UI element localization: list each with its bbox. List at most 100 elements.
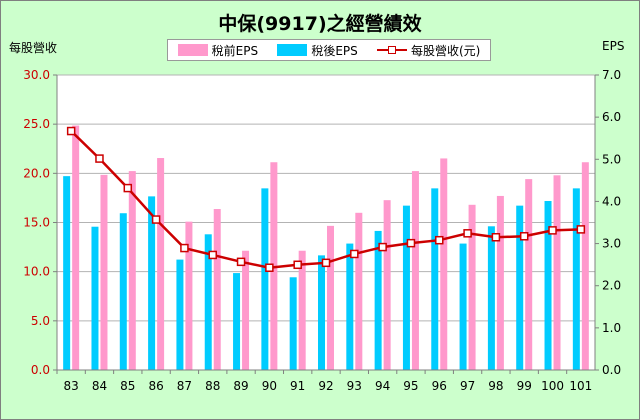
bar-aftertax-eps: [459, 243, 467, 370]
x-tick-label: 92: [318, 379, 333, 393]
marker-revenue-per-share: [491, 233, 501, 242]
marker-revenue-per-share: [463, 229, 472, 238]
right-tick-label: 6.0: [602, 110, 621, 124]
left-tick-label: 15.0: [23, 216, 50, 230]
bar-pretax-eps: [213, 209, 221, 370]
bar-aftertax-eps: [119, 213, 127, 370]
x-tick-label: 97: [460, 379, 475, 393]
bar-aftertax-eps: [63, 176, 71, 370]
right-tick-label: 5.0: [602, 152, 621, 166]
right-tick-label: 7.0: [602, 68, 621, 82]
bar-pretax-eps: [298, 250, 306, 370]
x-tick-label: 98: [488, 379, 503, 393]
bar-aftertax-eps: [431, 188, 439, 370]
x-tick-label: 101: [569, 379, 592, 393]
legend-item-pretax-eps: 稅前EPS: [177, 42, 259, 59]
bar-pretax-eps: [581, 162, 589, 370]
marker-revenue-per-share: [519, 232, 529, 241]
bar-aftertax-eps: [176, 259, 184, 370]
x-tick-label: 85: [120, 379, 135, 393]
left-tick-label: 25.0: [23, 117, 50, 131]
x-tick-label: 95: [403, 379, 418, 393]
left-axis-title: 每股營收: [9, 41, 58, 55]
bar-pretax-eps: [440, 158, 448, 370]
bar-aftertax-eps: [233, 273, 241, 370]
bar-aftertax-eps: [516, 205, 524, 370]
legend-label-revenue-per-share: 每股營收(元): [411, 43, 481, 58]
bar-pretax-eps: [355, 212, 363, 370]
marker-revenue-per-share: [208, 250, 217, 260]
right-tick-label: 3.0: [602, 237, 621, 251]
marker-revenue-per-share: [95, 154, 104, 163]
x-tick-label: 89: [233, 379, 248, 393]
marker-revenue-per-share: [406, 238, 416, 248]
bar-aftertax-eps: [261, 188, 269, 370]
bar-aftertax-eps: [374, 230, 382, 370]
legend-swatch-pretax-eps: [177, 44, 208, 56]
x-tick-label: 96: [432, 379, 447, 393]
bar-aftertax-eps: [572, 188, 580, 370]
bar-pretax-eps: [185, 221, 193, 370]
left-tick-label: 0.0: [31, 363, 50, 377]
x-tick-label: 94: [375, 379, 390, 393]
marker-revenue-per-share: [321, 258, 331, 268]
bar-pretax-eps: [72, 125, 80, 370]
bar-aftertax-eps: [91, 226, 99, 370]
marker-revenue-per-share: [180, 243, 189, 253]
bar-aftertax-eps: [544, 201, 552, 370]
bar-aftertax-eps: [402, 205, 410, 370]
marker-revenue-per-share: [435, 235, 444, 245]
marker-revenue-per-share: [151, 215, 161, 224]
bar-pretax-eps: [157, 158, 165, 370]
x-tick-label: 93: [347, 379, 362, 393]
chart-title: 中保(9917)之經營績效: [218, 13, 422, 35]
left-tick-label: 20.0: [23, 166, 50, 180]
x-tick-label: 87: [177, 379, 192, 393]
bar-pretax-eps: [128, 171, 136, 370]
marker-revenue-per-share: [66, 126, 76, 136]
bar-pretax-eps: [242, 250, 250, 370]
legend-item-revenue-per-share: 每股營收(元): [377, 42, 480, 59]
marker-revenue-per-share: [123, 183, 133, 193]
bar-aftertax-eps: [148, 196, 156, 370]
right-tick-label: 4.0: [602, 194, 621, 208]
bar-pretax-eps: [525, 179, 533, 370]
marker-revenue-per-share: [548, 226, 557, 235]
right-axis-title: EPS: [602, 39, 625, 53]
legend-label-aftertax-eps: 稅後EPS: [311, 43, 358, 58]
x-tick-label: 99: [517, 379, 532, 393]
legend-swatch-revenue-per-share: [377, 44, 407, 56]
left-tick-label: 30.0: [23, 68, 50, 82]
bar-pretax-eps: [327, 225, 334, 370]
x-tick-label: 90: [262, 379, 277, 393]
x-tick-label: 86: [148, 379, 163, 393]
right-tick-label: 1.0: [602, 321, 621, 335]
bar-aftertax-eps: [318, 255, 325, 370]
bar-aftertax-eps: [204, 234, 212, 370]
bar-aftertax-eps: [346, 243, 354, 370]
left-tick-label: 5.0: [31, 314, 50, 328]
bar-pretax-eps: [411, 171, 419, 370]
x-tick-label: 91: [290, 379, 305, 393]
bar-pretax-eps: [496, 195, 504, 370]
bar-pretax-eps: [553, 175, 561, 370]
legend-item-aftertax-eps: 稅後EPS: [277, 42, 358, 59]
x-tick-label: 88: [205, 379, 220, 393]
legend: 稅前EPS 稅後EPS 每股營收(元): [167, 39, 491, 61]
marker-revenue-per-share: [265, 263, 274, 272]
right-tick-label: 0.0: [602, 363, 621, 377]
legend-label-pretax-eps: 稅前EPS: [211, 43, 259, 58]
bar-aftertax-eps: [487, 226, 495, 370]
x-tick-label: 100: [541, 379, 564, 393]
marker-revenue-per-share: [293, 260, 302, 270]
x-tick-label: 83: [64, 379, 79, 393]
bar-pretax-eps: [383, 200, 391, 370]
marker-revenue-per-share: [236, 257, 246, 267]
left-tick-label: 10.0: [23, 265, 50, 279]
bar-pretax-eps: [468, 204, 476, 370]
right-tick-label: 2.0: [602, 279, 621, 293]
bar-aftertax-eps: [289, 277, 297, 370]
marker-revenue-per-share: [378, 242, 387, 252]
bar-pretax-eps: [100, 174, 108, 370]
